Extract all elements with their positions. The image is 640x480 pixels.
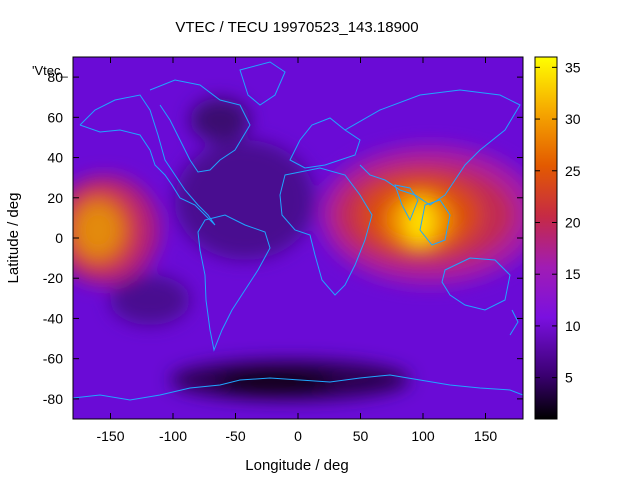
coastline-asia: [344, 89, 521, 206]
coastline-india: [394, 184, 419, 222]
colorbar-tick-label: 35: [565, 59, 581, 75]
colorbar-tick-label: 30: [565, 111, 581, 127]
y-tick-label: 60: [47, 109, 63, 125]
coastline-south-america: [197, 214, 271, 352]
x-tick-label: 0: [294, 428, 302, 444]
colorbar-ticks: 5 10 15 20 25 30 35: [535, 59, 581, 386]
heatmap-area: [73, 57, 523, 419]
coastline-canada: [149, 79, 251, 173]
x-tick-label: 100: [411, 428, 435, 444]
coastline-north-america: [79, 94, 216, 226]
colorbar-tick-label: 20: [565, 214, 581, 230]
x-tick-label: -100: [159, 428, 187, 444]
coastline-antarctica: [73, 374, 523, 401]
x-axis-label: Longitude / deg: [245, 457, 348, 474]
y-tick-label: 80: [47, 69, 63, 85]
y-tick-label: 20: [47, 190, 63, 206]
heatmap-blob: [215, 370, 335, 394]
y-axis-ticks: -80 -60 -40 -20 0 20 40 60 80: [43, 69, 523, 407]
legend-label: 'Vtec_: [32, 63, 68, 78]
colorbar-tick-label: 15: [565, 266, 581, 282]
chart-title: VTEC / TECU 19970523_143.18900: [175, 19, 418, 36]
x-axis-ticks: -150 -100 -50 0 50 100 150: [96, 57, 497, 444]
colorbar-tick-label: 5: [565, 370, 573, 386]
coastline-new-zealand: [509, 309, 519, 336]
coastline-se-asia: [419, 199, 451, 246]
heatmap-blob: [190, 98, 250, 142]
heatmap-blob: [406, 200, 434, 244]
y-tick-label: 0: [55, 230, 63, 246]
coastline-australia: [441, 257, 511, 311]
colorbar-tick-label: 25: [565, 163, 581, 179]
heatmap-blob: [74, 202, 122, 258]
y-tick-label: -40: [43, 310, 63, 326]
heatmap-blob: [110, 275, 190, 325]
coastline-africa: [279, 167, 373, 296]
y-tick-label: -20: [43, 270, 63, 286]
x-tick-label: 50: [353, 428, 369, 444]
y-tick-label: -80: [43, 391, 63, 407]
y-tick-label: -60: [43, 351, 63, 367]
x-tick-label: -50: [225, 428, 245, 444]
coastline-europe: [289, 117, 361, 169]
y-axis-label: Latitude / deg: [5, 193, 22, 284]
y-tick-label: 40: [47, 150, 63, 166]
colorbar-tick-label: 10: [565, 318, 581, 334]
x-tick-label: 150: [474, 428, 498, 444]
coastlines: [73, 61, 523, 401]
coastline-greenland: [239, 61, 286, 106]
colorbar: [534, 56, 558, 420]
heatmap-blob: [175, 140, 315, 260]
x-tick-label: -150: [96, 428, 124, 444]
